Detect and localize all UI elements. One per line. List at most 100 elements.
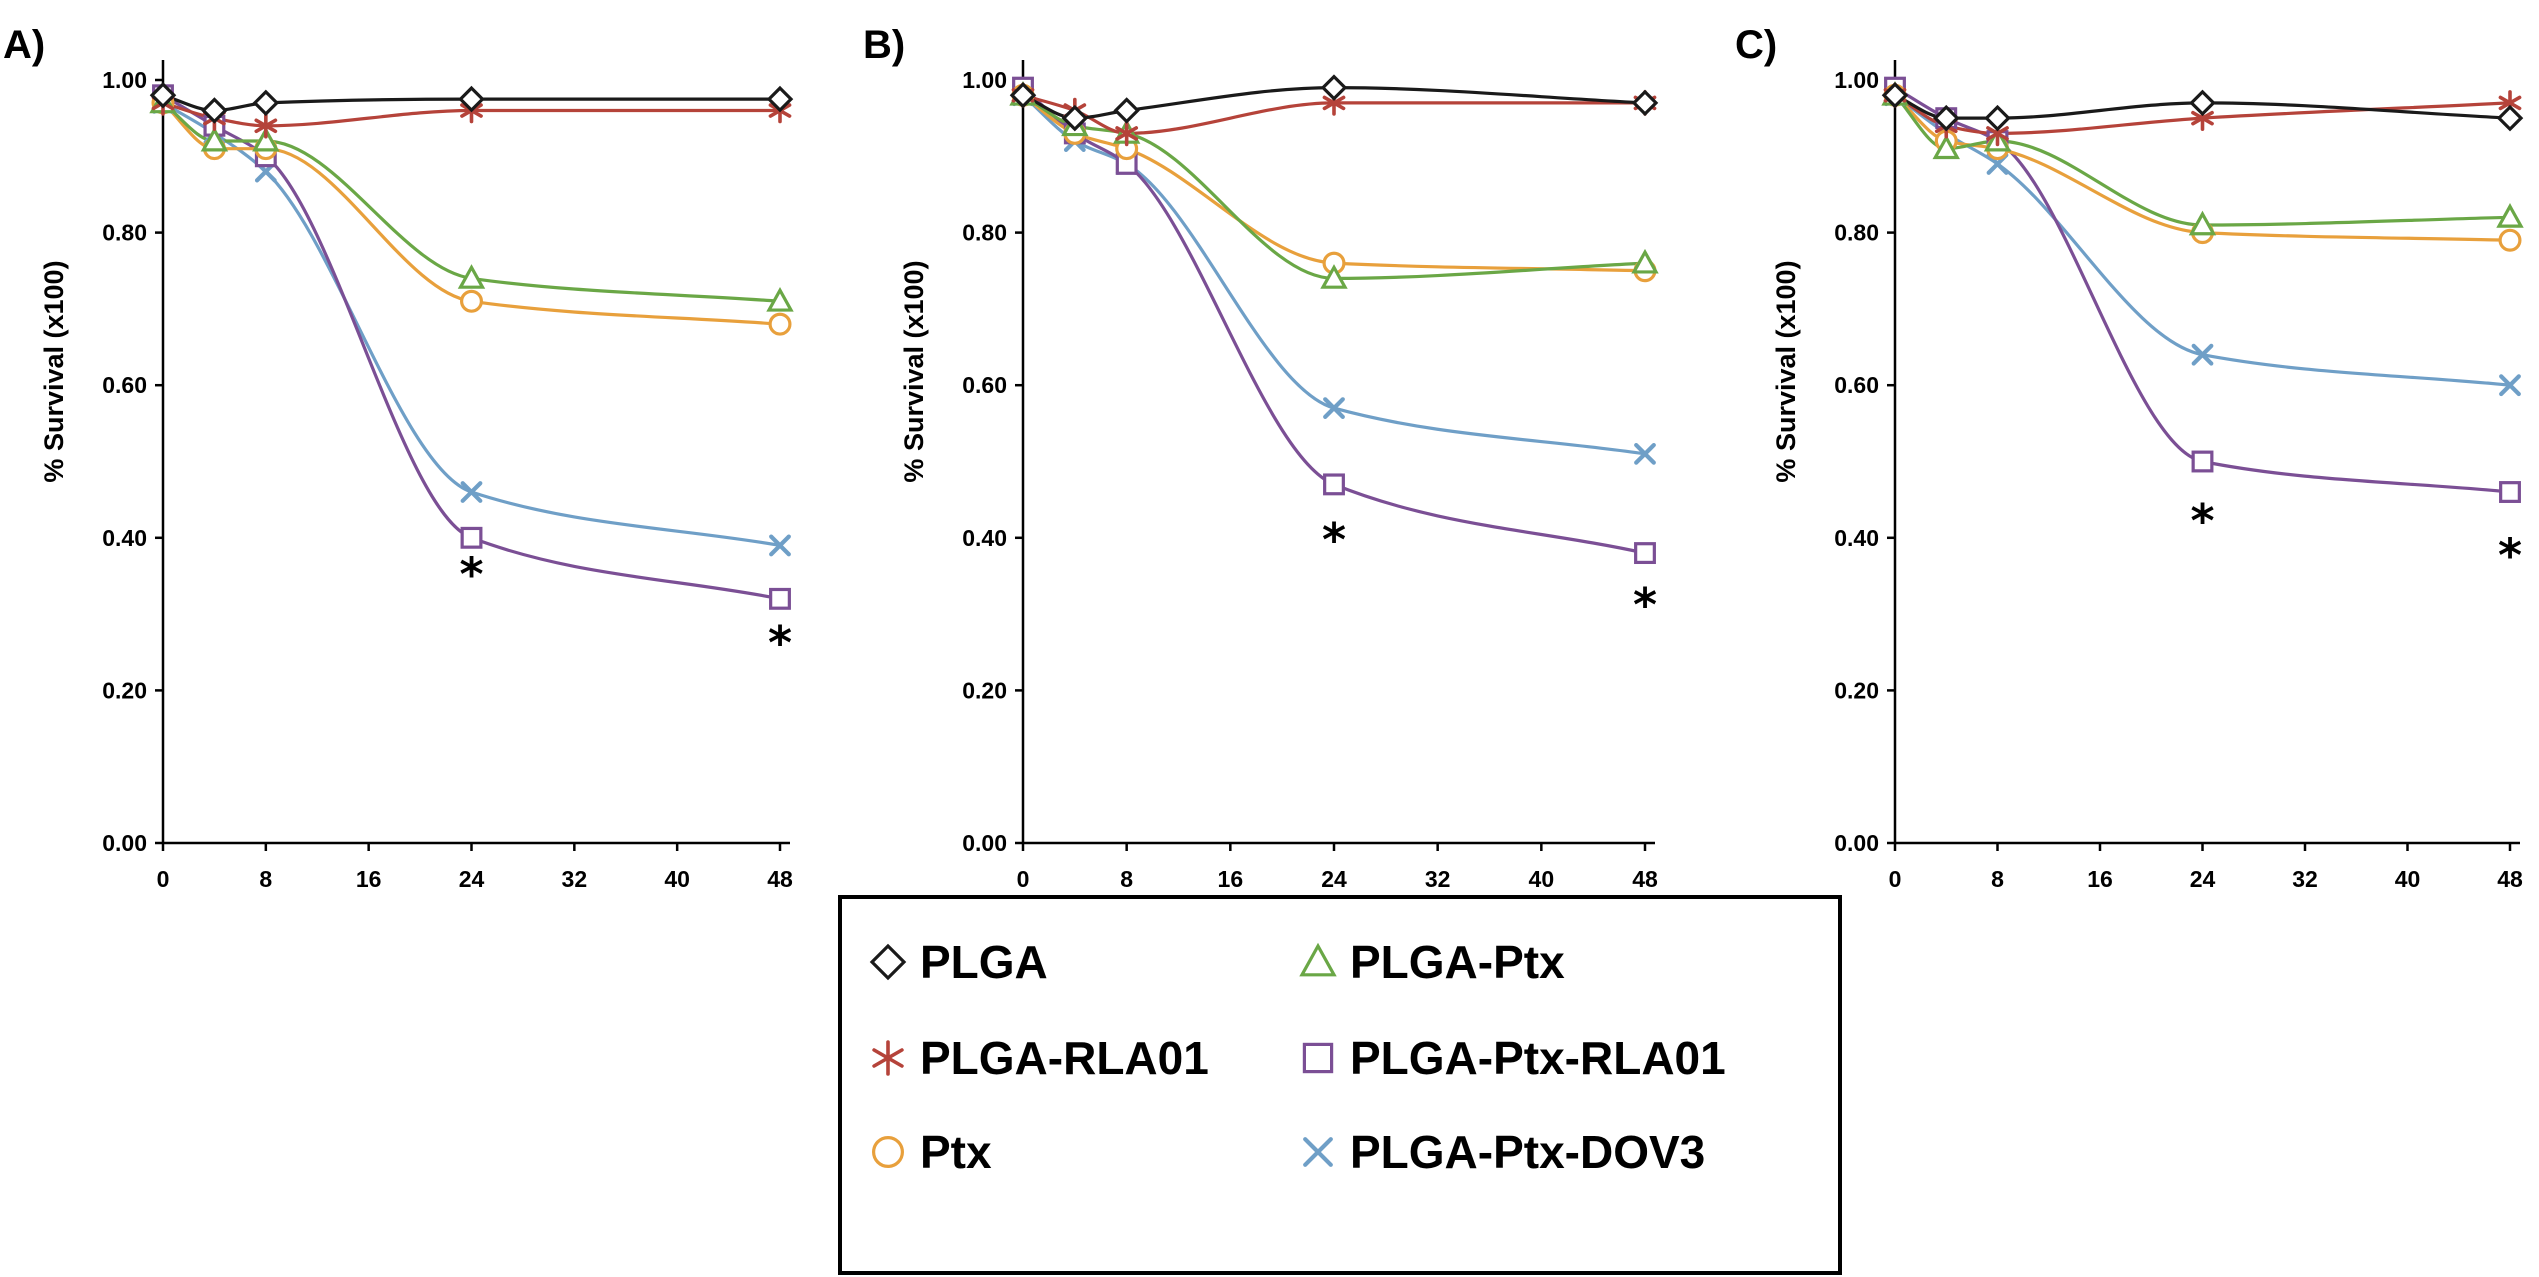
data-point-plga_ptx_rla01 [769, 587, 791, 610]
data-point-plga_ptx_rla01 [2191, 450, 2214, 473]
legend-label: PLGA-Ptx-DOV3 [1350, 1126, 1705, 1178]
y-tick-label: 0.60 [962, 372, 1007, 398]
y-tick-label: 0.60 [102, 372, 147, 398]
x-tick-label: 16 [356, 866, 382, 892]
data-point-plga_ptx_dov3 [460, 481, 483, 503]
x-tick-label: 40 [2395, 866, 2421, 892]
y-tick-label: 0.60 [1834, 372, 1879, 398]
legend-label: PLGA-Ptx-RLA01 [1350, 1032, 1726, 1084]
significance-star: * [1322, 513, 1346, 567]
y-tick-label: 0.80 [962, 220, 1007, 246]
y-tick-label: 0.80 [102, 220, 147, 246]
y-tick-label: 1.00 [1834, 67, 1879, 93]
data-point-plga_ptx_rla01 [1634, 542, 1656, 565]
panel-c: C) 0.00 0.20 0.40 0.60 0.80 1.00 0 8 16 24 32 40 48 % … [1735, 23, 2524, 892]
panel-label: B) [863, 23, 905, 67]
legend-entry-ptx: Ptx [871, 1126, 992, 1178]
y-axis-title: % Survival (x100) [899, 260, 929, 482]
x-tick-label: 40 [1529, 866, 1555, 892]
y-tick-label: 0.40 [1834, 525, 1879, 551]
x-tick-label: 8 [259, 866, 272, 892]
x-tick-label: 48 [767, 866, 793, 892]
x-tick-label: 0 [157, 866, 170, 892]
y-axis-title: % Survival (x100) [39, 260, 69, 482]
data-point-plga [1061, 104, 1089, 132]
panel-label: A) [3, 23, 45, 67]
data-point-plga_ptx [1320, 264, 1348, 289]
legend-marker-plga_ptx_dov3 [1303, 1137, 1333, 1167]
legend-marker-ptx [871, 1135, 904, 1168]
data-point-plga_ptx_dov3 [1634, 442, 1656, 465]
data-point-plga_ptx [2188, 210, 2217, 236]
data-point-plga [1320, 74, 1348, 101]
chart-panels: A) 0.00 0.20 0.40 0.60 0.80 1.00 0 8 16 24 32 40 48 % … [3, 23, 2524, 892]
legend-label: PLGA-RLA01 [920, 1032, 1209, 1084]
y-tick-label: 0.00 [102, 830, 147, 856]
panel-a: A) 0.00 0.20 0.40 0.60 0.80 1.00 0 8 16 24 32 40 48 % … [3, 23, 794, 892]
legend-label: PLGA-Ptx [1350, 936, 1565, 988]
legend-entry-plga_ptx: PLGA-Ptx [1299, 936, 1565, 988]
data-point-plga_ptx [252, 126, 280, 152]
data-point-plga_ptx [2496, 203, 2524, 228]
legend-marker-plga_rla01 [872, 1040, 904, 1076]
legend-entry-plga_ptx_dov3: PLGA-Ptx-DOV3 [1303, 1126, 1705, 1178]
y-tick-label: 0.00 [962, 830, 1007, 856]
series-line-plga_ptx_dov3 [162, 101, 781, 547]
x-tick-label: 32 [1425, 866, 1451, 892]
data-point-plga [458, 85, 485, 113]
y-tick-label: 0.20 [102, 677, 147, 703]
x-tick-label: 0 [1889, 866, 1902, 892]
data-point-plga [1113, 97, 1140, 124]
data-point-plga_ptx_rla01 [460, 526, 483, 549]
panel-label: C) [1735, 23, 1777, 67]
x-tick-label: 24 [2190, 866, 2216, 892]
significance-star: * [459, 548, 483, 602]
x-tick-label: 8 [1991, 866, 2004, 892]
data-point-plga_ptx [1932, 134, 1960, 160]
x-tick-label: 24 [1321, 866, 1347, 892]
legend-marker-plga_ptx [1299, 942, 1337, 977]
y-tick-label: 1.00 [962, 67, 1007, 93]
legend-label: PLGA [920, 936, 1048, 988]
significance-star: * [1633, 578, 1657, 632]
data-point-ptx [768, 312, 792, 336]
data-point-plga_ptx_rla01 [1323, 473, 1345, 496]
x-tick-label: 32 [562, 866, 588, 892]
y-tick-label: 0.40 [962, 525, 1007, 551]
legend-marker-plga [869, 943, 907, 981]
data-point-plga_ptx [457, 264, 486, 289]
data-point-plga_ptx_dov3 [2191, 343, 2214, 366]
legend: PLGA PLGA-RLA01 Ptx PLGA-Ptx PLGA-Ptx-RLA01 P… [838, 895, 1842, 1275]
data-point-plga [1009, 81, 1037, 109]
data-point-plga [1932, 104, 1960, 132]
significance-star: * [2190, 494, 2214, 548]
data-point-plga [252, 89, 280, 117]
series-line-plga_ptx_rla01 [162, 93, 781, 601]
x-tick-label: 16 [2087, 866, 2113, 892]
x-tick-label: 24 [459, 866, 485, 892]
y-tick-label: 0.00 [1834, 830, 1879, 856]
data-point-plga_ptx_dov3 [1323, 397, 1345, 419]
y-tick-label: 0.20 [962, 677, 1007, 703]
data-point-plga_ptx_dov3 [769, 534, 791, 557]
data-point-ptx [2498, 228, 2522, 252]
x-tick-label: 48 [1632, 866, 1658, 892]
series-line-ptx [1022, 94, 1646, 273]
x-tick-label: 0 [1017, 866, 1030, 892]
significance-star: * [768, 616, 792, 670]
data-point-plga_ptx [1631, 248, 1659, 274]
data-point-plga [2189, 89, 2216, 117]
legend-entry-plga: PLGA [869, 936, 1048, 988]
data-point-ptx [460, 289, 484, 313]
significance-star: * [2498, 528, 2522, 582]
x-tick-label: 40 [664, 866, 690, 892]
legend-label: Ptx [920, 1126, 992, 1178]
panel-b: B) 0.00 0.20 0.40 0.60 0.80 1.00 0 8 16 24 32 40 48 % … [863, 23, 1659, 892]
data-point-plga [1984, 104, 2011, 132]
data-point-plga_rla01 [254, 112, 278, 139]
data-point-plga [201, 97, 228, 124]
legend-entry-plga_rla01: PLGA-RLA01 [872, 1032, 1209, 1084]
y-tick-label: 0.20 [1834, 677, 1879, 703]
x-tick-label: 8 [1120, 866, 1133, 892]
data-point-plga [2496, 104, 2524, 132]
